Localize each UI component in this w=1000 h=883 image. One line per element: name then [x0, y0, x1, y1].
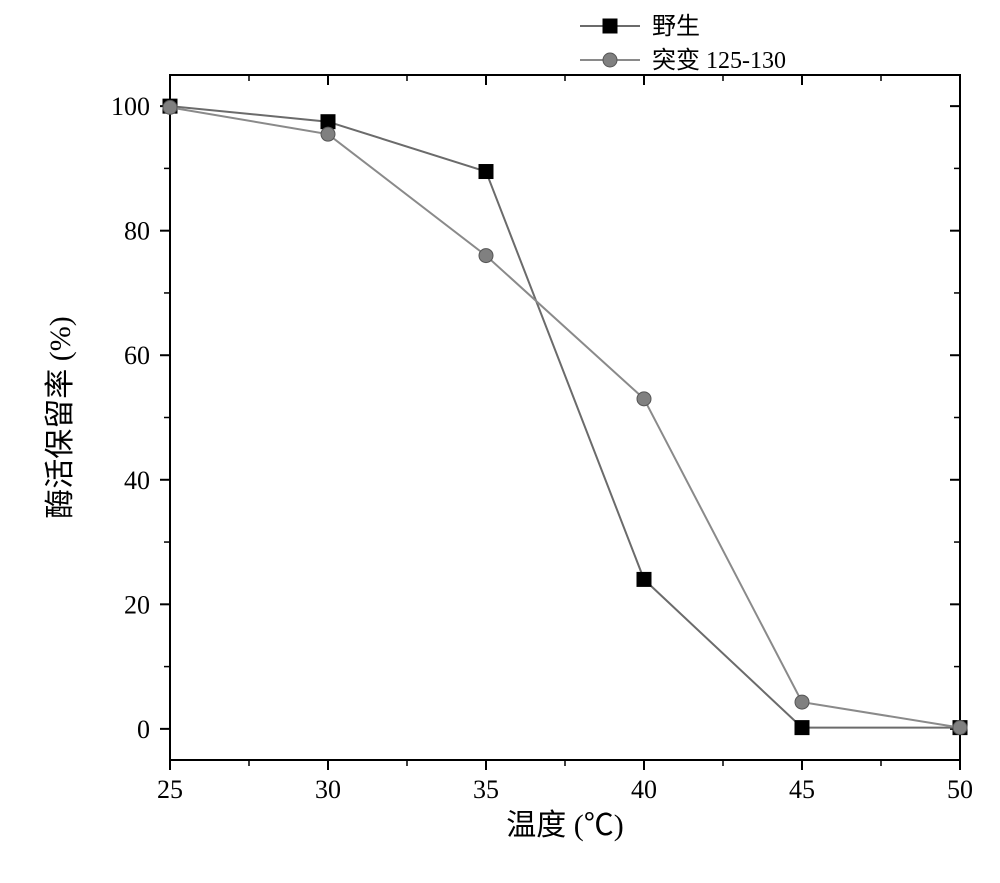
line-chart: 25 30 35 40 45 50 0 20 40 60 80 100 温度 (℃) 酶活保留率 (%) 野…: [0, 0, 1000, 883]
x-tick-label: 50: [947, 775, 973, 804]
y-axis-label: 酶活保留率 (%): [44, 316, 77, 518]
x-tick-label: 35: [473, 775, 499, 804]
series-1-marker: [953, 721, 967, 735]
x-tick-label: 40: [631, 775, 657, 804]
series-0-marker: [321, 115, 335, 129]
series-0-marker: [479, 165, 493, 179]
series-1-marker: [163, 100, 177, 114]
x-tick-label: 25: [157, 775, 183, 804]
y-tick-label: 80: [124, 217, 150, 246]
y-tick-label: 100: [111, 92, 150, 121]
legend-label-1: 突变 125-130: [652, 47, 786, 74]
y-tick-label: 40: [124, 466, 150, 495]
x-axis-label: 温度 (℃): [506, 809, 623, 842]
series-1-marker: [795, 695, 809, 709]
y-tick-label: 20: [124, 590, 150, 619]
x-tick-label: 30: [315, 775, 341, 804]
y-tick-label: 60: [124, 341, 150, 370]
series-1-marker: [479, 249, 493, 263]
series-1-marker: [637, 392, 651, 406]
chart-container: 25 30 35 40 45 50 0 20 40 60 80 100 温度 (℃) 酶活保留率 (%) 野…: [0, 0, 1000, 883]
series-0-marker: [637, 572, 651, 586]
legend-marker-1: [603, 53, 617, 67]
legend-marker-0: [603, 19, 617, 33]
y-tick-label: 0: [137, 715, 150, 744]
legend-label-0: 野生: [652, 13, 700, 40]
x-tick-label: 45: [789, 775, 815, 804]
series-0-marker: [795, 721, 809, 735]
series-1-marker: [321, 127, 335, 141]
